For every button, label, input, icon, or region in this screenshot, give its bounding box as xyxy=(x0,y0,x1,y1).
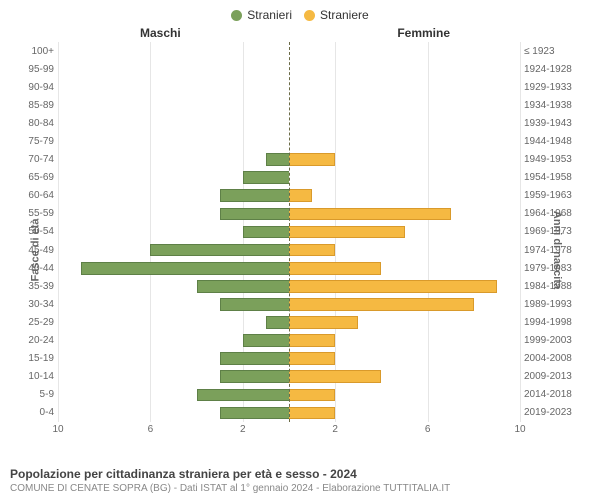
bar-male xyxy=(220,208,289,221)
age-label: 5-9 xyxy=(12,386,54,404)
x-tick-label: 2 xyxy=(332,424,338,435)
bar-male xyxy=(220,352,289,365)
header-male: Maschi xyxy=(140,26,181,40)
year-label: 1994-1998 xyxy=(524,313,592,331)
legend-swatch-female xyxy=(304,10,315,21)
center-line xyxy=(289,42,290,422)
year-label: 2019-2023 xyxy=(524,404,592,422)
gender-headers: Maschi Femmine xyxy=(0,26,600,42)
age-label: 15-19 xyxy=(12,350,54,368)
age-label: 40-44 xyxy=(12,259,54,277)
age-label: 0-4 xyxy=(12,404,54,422)
year-label: 2009-2013 xyxy=(524,368,592,386)
bar-female xyxy=(289,298,474,311)
bar-male xyxy=(243,334,289,347)
legend-label-male: Stranieri xyxy=(247,8,292,22)
year-label: 1939-1943 xyxy=(524,114,592,132)
age-label: 65-69 xyxy=(12,169,54,187)
bar-male xyxy=(243,226,289,239)
age-label: 70-74 xyxy=(12,151,54,169)
legend-female: Straniere xyxy=(304,8,369,22)
age-label: 95-99 xyxy=(12,60,54,78)
header-female: Femmine xyxy=(397,26,450,40)
x-tick-label: 10 xyxy=(514,424,525,435)
age-label: 55-59 xyxy=(12,205,54,223)
caption: Popolazione per cittadinanza straniera p… xyxy=(10,467,590,494)
grid-line xyxy=(520,42,521,422)
x-tick-label: 10 xyxy=(52,424,63,435)
bar-male xyxy=(243,171,289,184)
age-label: 85-89 xyxy=(12,96,54,114)
x-tick-label: 6 xyxy=(425,424,431,435)
bar-female xyxy=(289,352,335,365)
bar-male xyxy=(220,189,289,202)
legend-male: Stranieri xyxy=(231,8,292,22)
age-label: 90-94 xyxy=(12,78,54,96)
age-label: 100+ xyxy=(12,42,54,60)
age-label: 60-64 xyxy=(12,187,54,205)
bar-male xyxy=(197,280,289,293)
legend: Stranieri Straniere xyxy=(0,0,600,26)
bar-female xyxy=(289,316,358,329)
bar-male xyxy=(266,153,289,166)
year-label: 1964-1968 xyxy=(524,205,592,223)
bar-male xyxy=(150,244,289,257)
age-label: 25-29 xyxy=(12,313,54,331)
year-label: 1979-1983 xyxy=(524,259,592,277)
year-label: 1969-1973 xyxy=(524,223,592,241)
year-label: 1984-1988 xyxy=(524,277,592,295)
bar-female xyxy=(289,334,335,347)
chart-title: Popolazione per cittadinanza straniera p… xyxy=(10,467,590,483)
bar-male xyxy=(220,407,289,420)
bar-male xyxy=(81,262,289,275)
y-left-labels: 100+95-9990-9485-8980-8475-7970-7465-696… xyxy=(12,42,54,422)
age-label: 45-49 xyxy=(12,241,54,259)
bar-female xyxy=(289,189,312,202)
age-label: 10-14 xyxy=(12,368,54,386)
bar-female xyxy=(289,244,335,257)
bar-male xyxy=(197,389,289,402)
chart-area: 100+95-9990-9485-8980-8475-7970-7465-696… xyxy=(58,42,520,422)
legend-swatch-male xyxy=(231,10,242,21)
x-tick-label: 2 xyxy=(240,424,246,435)
year-label: 1959-1963 xyxy=(524,187,592,205)
year-label: ≤ 1923 xyxy=(524,42,592,60)
year-label: 1944-1948 xyxy=(524,132,592,150)
bar-female xyxy=(289,407,335,420)
year-label: 2004-2008 xyxy=(524,350,592,368)
year-label: 1934-1938 xyxy=(524,96,592,114)
bar-male xyxy=(220,298,289,311)
x-axis-labels: 10622610 xyxy=(58,424,520,438)
bar-female xyxy=(289,153,335,166)
y-right-labels: ≤ 19231924-19281929-19331934-19381939-19… xyxy=(524,42,592,422)
age-label: 35-39 xyxy=(12,277,54,295)
year-label: 2014-2018 xyxy=(524,386,592,404)
x-tick-label: 6 xyxy=(148,424,154,435)
year-label: 1954-1958 xyxy=(524,169,592,187)
year-label: 1999-2003 xyxy=(524,332,592,350)
year-label: 1924-1928 xyxy=(524,60,592,78)
year-label: 1974-1978 xyxy=(524,241,592,259)
bar-female xyxy=(289,226,405,239)
bar-male xyxy=(220,370,289,383)
bar-female xyxy=(289,208,451,221)
age-label: 50-54 xyxy=(12,223,54,241)
year-label: 1989-1993 xyxy=(524,295,592,313)
bar-female xyxy=(289,280,497,293)
bar-male xyxy=(266,316,289,329)
legend-label-female: Straniere xyxy=(320,8,369,22)
age-label: 20-24 xyxy=(12,332,54,350)
age-label: 30-34 xyxy=(12,295,54,313)
bar-female xyxy=(289,389,335,402)
chart-subtitle: COMUNE DI CENATE SOPRA (BG) - Dati ISTAT… xyxy=(10,483,590,494)
age-label: 75-79 xyxy=(12,132,54,150)
bar-female xyxy=(289,262,381,275)
age-label: 80-84 xyxy=(12,114,54,132)
bar-female xyxy=(289,370,381,383)
year-label: 1929-1933 xyxy=(524,78,592,96)
year-label: 1949-1953 xyxy=(524,151,592,169)
